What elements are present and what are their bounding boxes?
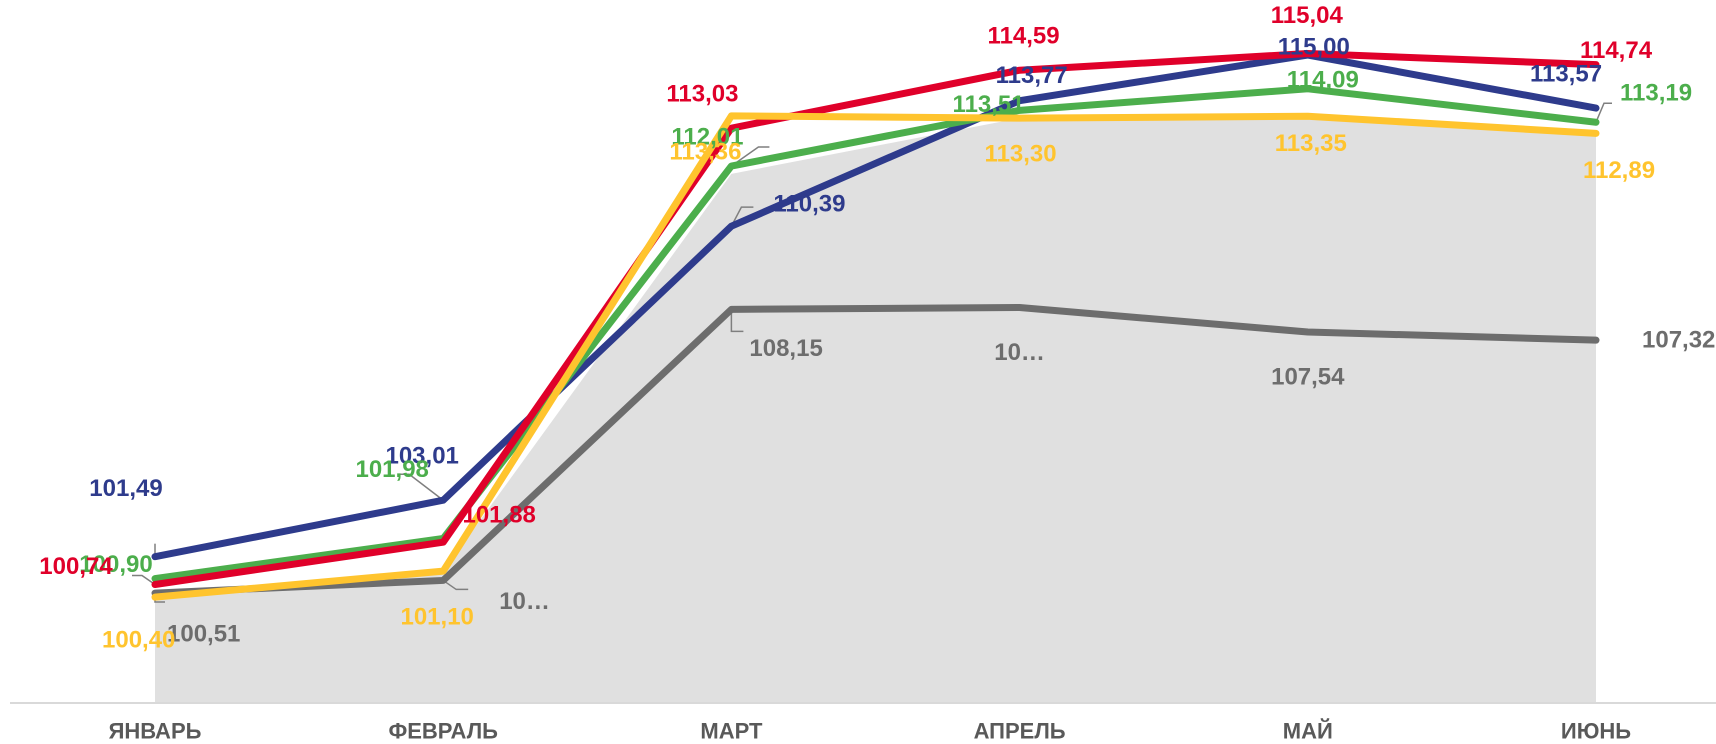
data-label-s2-p0: 100,90	[79, 551, 152, 578]
background-area	[155, 116, 1596, 703]
leader-line-8	[132, 574, 156, 586]
data-label-s3-p4: 115,04	[1271, 2, 1344, 29]
data-label-s3-p0: 100,74	[39, 553, 113, 580]
data-label-s3-p1: 101,88	[462, 502, 535, 529]
x-tick-label: МАЙ	[1283, 719, 1333, 744]
data-labels-layer: 100,51 10… 108,15 10… 107,54 107,32 101,49 103,…	[39, 2, 1715, 654]
data-label-s2-p2: 112,01	[671, 124, 743, 151]
data-label-s2-p1: 101,98	[355, 456, 428, 483]
leader-line-5	[730, 206, 754, 227]
background-area-layer	[155, 116, 1596, 703]
series-line-2	[151, 85, 1600, 583]
x-tick-label: МАРТ	[700, 719, 763, 744]
leader-line-2	[730, 309, 744, 333]
series-lines-layer	[151, 50, 1600, 601]
data-label-s2-p4: 114,09	[1287, 66, 1359, 93]
leader-line-6	[730, 146, 770, 167]
data-label-s0-p5: 107,32	[1642, 327, 1715, 354]
data-label-s0-p0: 100,51	[167, 621, 240, 648]
data-label-s3-p5: 114,74	[1580, 37, 1653, 64]
data-label-s4-p3: 113,30	[985, 141, 1057, 168]
x-tick-label: ИЮНЬ	[1561, 719, 1631, 744]
leader-line-4	[399, 473, 444, 501]
data-label-s2-p3: 113,51	[953, 91, 1025, 118]
series-line-1	[151, 51, 1600, 561]
data-label-s0-p1: 10…	[499, 588, 550, 615]
x-tick-label: ФЕВРАЛЬ	[388, 719, 498, 744]
data-label-s1-p0: 101,49	[89, 475, 162, 502]
data-label-s4-p2: 113,36	[669, 138, 741, 165]
data-label-s4-p4: 113,35	[1275, 130, 1347, 157]
data-label-s1-p1: 103,01	[385, 443, 458, 470]
data-label-s4-p5: 112,89	[1583, 157, 1655, 184]
leader-line-7	[1595, 102, 1612, 123]
leader-lines-layer	[132, 102, 1612, 603]
data-label-s0-p4: 107,54	[1271, 364, 1345, 391]
data-label-s1-p5: 113,57	[1530, 61, 1602, 88]
data-label-s4-p1: 101,10	[400, 604, 473, 631]
data-label-s3-p2: 113,03	[666, 81, 738, 108]
data-label-s4-p0: 100,40	[102, 627, 175, 654]
x-tick-label: АПРЕЛЬ	[974, 719, 1066, 744]
data-label-s1-p4: 115,00	[1278, 34, 1350, 61]
leader-line-1	[442, 579, 469, 591]
x-tick-label: ЯНВАРЬ	[109, 719, 202, 744]
x-axis-ticks: ЯНВАРЬ ФЕВРАЛЬ МАРТ АПРЕЛЬ МАЙ ИЮНЬ	[109, 719, 1632, 744]
series-line-3	[151, 50, 1600, 589]
series-line-4	[151, 112, 1600, 601]
data-label-s3-p3: 114,59	[988, 23, 1060, 50]
data-label-s1-p2: 110,39	[773, 191, 845, 218]
data-label-s2-p5: 113,19	[1620, 80, 1692, 107]
data-label-s0-p2: 108,15	[749, 335, 822, 362]
data-label-s1-p3: 113,77	[996, 62, 1068, 89]
series-line-0	[151, 304, 1600, 597]
data-label-s0-p3: 10…	[994, 339, 1045, 366]
